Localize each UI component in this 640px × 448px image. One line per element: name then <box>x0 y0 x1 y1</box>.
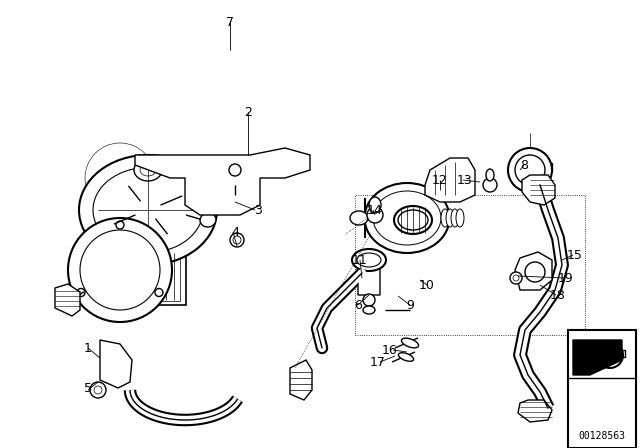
Ellipse shape <box>79 155 217 265</box>
Text: 7: 7 <box>226 16 234 29</box>
Circle shape <box>510 272 522 284</box>
Ellipse shape <box>401 338 419 348</box>
Text: 16: 16 <box>382 344 398 357</box>
Text: 2: 2 <box>244 105 252 119</box>
Bar <box>116 253 180 301</box>
Ellipse shape <box>398 210 428 230</box>
Circle shape <box>508 148 552 192</box>
Ellipse shape <box>363 306 375 314</box>
Ellipse shape <box>398 353 413 361</box>
Ellipse shape <box>451 209 459 227</box>
Circle shape <box>77 289 85 297</box>
Polygon shape <box>515 252 552 290</box>
Ellipse shape <box>134 159 162 181</box>
Ellipse shape <box>486 169 494 181</box>
Text: 6: 6 <box>354 298 362 311</box>
Ellipse shape <box>373 191 441 245</box>
Circle shape <box>68 218 172 322</box>
Ellipse shape <box>456 209 464 227</box>
Circle shape <box>367 207 383 223</box>
Text: 12: 12 <box>432 173 448 186</box>
Text: 00128563: 00128563 <box>579 431 625 441</box>
Polygon shape <box>290 360 312 400</box>
Text: 3: 3 <box>254 203 262 216</box>
Ellipse shape <box>394 206 432 234</box>
Circle shape <box>602 347 618 363</box>
Circle shape <box>80 230 160 310</box>
Bar <box>355 195 585 335</box>
Text: 13: 13 <box>457 173 473 186</box>
Circle shape <box>94 386 102 394</box>
Text: 9: 9 <box>406 298 414 311</box>
Ellipse shape <box>446 209 454 227</box>
Circle shape <box>229 164 241 176</box>
Polygon shape <box>358 258 380 295</box>
Ellipse shape <box>93 168 203 253</box>
Text: 14: 14 <box>367 203 383 216</box>
Text: 5: 5 <box>84 382 92 395</box>
Text: 15: 15 <box>567 249 583 262</box>
Polygon shape <box>55 284 80 316</box>
Polygon shape <box>522 175 555 205</box>
Text: 18: 18 <box>550 289 566 302</box>
Bar <box>225 195 245 211</box>
Text: 17: 17 <box>370 356 386 369</box>
Polygon shape <box>100 340 132 388</box>
Polygon shape <box>573 340 622 375</box>
Ellipse shape <box>350 211 368 225</box>
Circle shape <box>597 342 623 368</box>
Text: 19: 19 <box>558 271 574 284</box>
Circle shape <box>513 275 519 281</box>
Text: 10: 10 <box>419 279 435 292</box>
Circle shape <box>233 236 241 244</box>
Polygon shape <box>518 400 552 422</box>
Ellipse shape <box>365 183 449 253</box>
Ellipse shape <box>200 213 216 227</box>
Bar <box>568 330 636 448</box>
Ellipse shape <box>140 164 156 176</box>
Bar <box>616 350 625 357</box>
Polygon shape <box>135 148 310 215</box>
Ellipse shape <box>352 249 386 271</box>
Circle shape <box>90 382 106 398</box>
Bar <box>540 163 552 171</box>
Text: 8: 8 <box>577 355 584 365</box>
Circle shape <box>155 289 163 297</box>
Circle shape <box>515 155 545 185</box>
Text: 4: 4 <box>231 225 239 238</box>
Bar <box>230 178 240 186</box>
Text: 8: 8 <box>520 159 528 172</box>
Ellipse shape <box>369 197 381 213</box>
Circle shape <box>363 294 375 306</box>
Ellipse shape <box>441 209 449 227</box>
Bar <box>110 250 186 305</box>
Ellipse shape <box>357 253 381 267</box>
Circle shape <box>116 221 124 229</box>
Circle shape <box>525 262 545 282</box>
Text: 11: 11 <box>352 254 368 267</box>
Polygon shape <box>425 158 475 202</box>
Circle shape <box>230 233 244 247</box>
Circle shape <box>483 178 497 192</box>
Text: 1: 1 <box>84 341 92 354</box>
